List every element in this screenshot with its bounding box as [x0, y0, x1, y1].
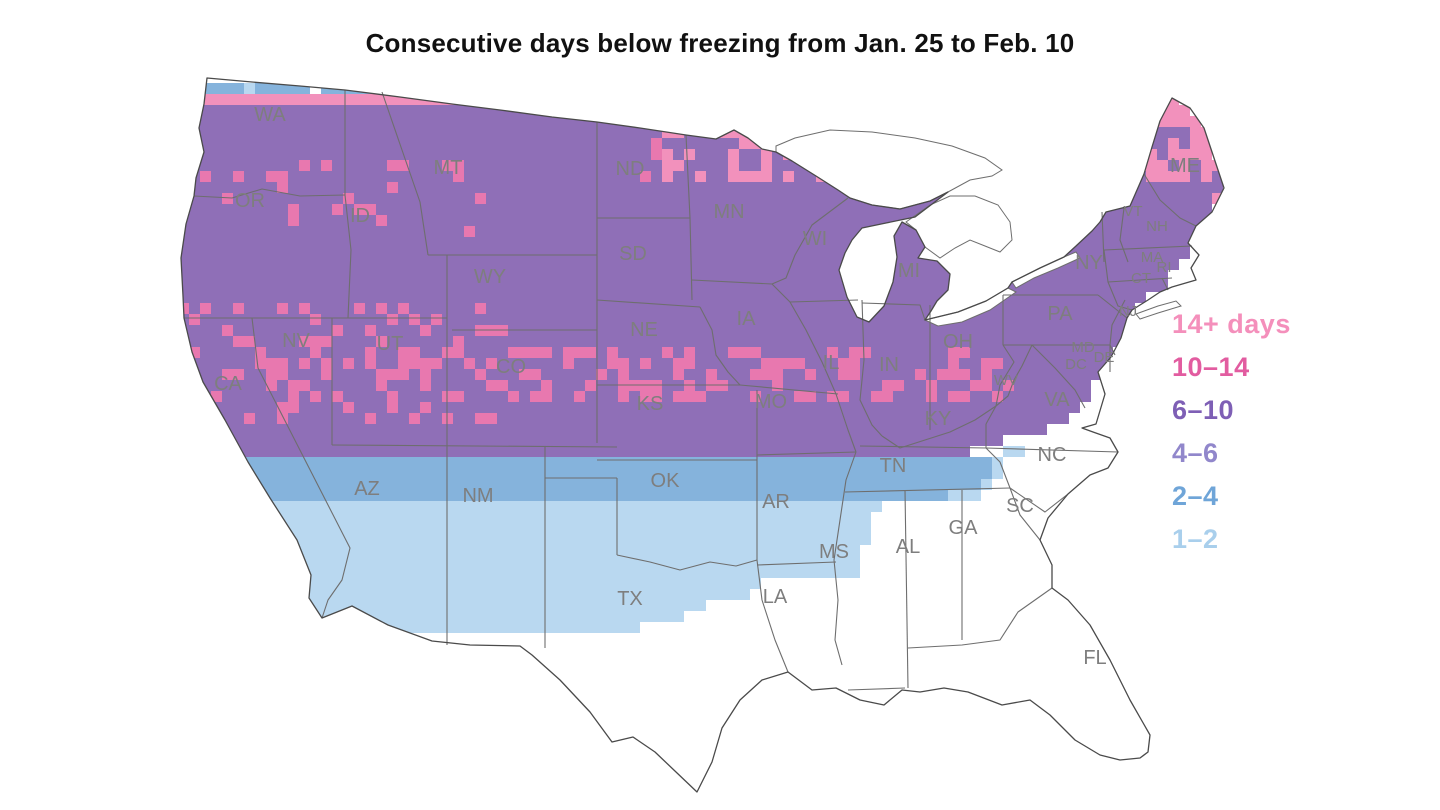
state-label-MT: MT: [434, 157, 463, 179]
state-label-PA: PA: [1047, 303, 1073, 325]
state-label-IA: IA: [737, 308, 757, 330]
state-label-NM: NM: [462, 485, 493, 507]
state-label-CA: CA: [214, 373, 242, 395]
state-label-NC: NC: [1038, 444, 1067, 466]
state-label-MA: MA: [1141, 249, 1164, 266]
state-borders: [184, 90, 1197, 691]
state-label-NY: NY: [1075, 252, 1103, 274]
state-label-KS: KS: [637, 393, 664, 415]
state-label-WA: WA: [254, 104, 286, 126]
state-label-GA: GA: [949, 517, 979, 539]
state-label-DC: DC: [1065, 356, 1087, 373]
state-label-AL: AL: [896, 536, 920, 558]
state-label-FL: FL: [1083, 647, 1106, 669]
us-outline: [180, 77, 1225, 793]
state-label-ID: ID: [350, 205, 370, 227]
legend-item: 14+ days: [1172, 309, 1291, 339]
state-label-OH: OH: [943, 331, 973, 353]
state-label-VA: VA: [1044, 389, 1070, 411]
state-label-OK: OK: [651, 470, 681, 492]
state-label-ME: ME: [1170, 155, 1200, 177]
state-label-AZ: AZ: [354, 478, 380, 500]
state-label-KY: KY: [925, 408, 952, 430]
state-label-NH: NH: [1146, 218, 1168, 235]
state-label-SD: SD: [619, 243, 647, 265]
legend-item: 6–10: [1172, 395, 1235, 425]
legend: 14+ days 10–14 6–10 4–6 2–4 1–2: [1172, 308, 1291, 556]
map-title: Consecutive days below freezing from Jan…: [365, 28, 1075, 58]
legend-item: 2–4: [1172, 481, 1219, 511]
state-label-LA: LA: [763, 586, 788, 608]
state-label-VT: VT: [1123, 203, 1142, 220]
state-label-TN: TN: [880, 455, 907, 477]
state-label-OR: OR: [235, 190, 265, 212]
legend-item: 10–14: [1172, 352, 1250, 382]
state-label-WV: WV: [994, 372, 1018, 389]
state-label-NV: NV: [282, 330, 310, 352]
state-label-MN: MN: [713, 201, 744, 223]
state-label-MD: MD: [1071, 339, 1094, 356]
legend-item: 4–6: [1172, 438, 1219, 468]
state-label-ND: ND: [616, 158, 645, 180]
state-label-RI: RI: [1157, 259, 1172, 276]
state-label-IL: IL: [823, 352, 840, 374]
state-label-SC: SC: [1006, 495, 1034, 517]
state-labels: WA OR CA NV ID MT WY UT AZ NM CO ND SD NE KS OK TX MN IA MO…: [214, 104, 1200, 669]
state-label-CO: CO: [496, 356, 526, 378]
state-label-WY: WY: [474, 266, 506, 288]
legend-item: 1–2: [1172, 524, 1219, 554]
state-label-NJ: NJ: [1119, 303, 1137, 320]
state-label-MO: MO: [755, 391, 787, 413]
state-label-DE: DE: [1094, 349, 1115, 366]
state-label-MS: MS: [819, 541, 849, 563]
great-lakes: [775, 129, 1182, 327]
state-label-WI: WI: [803, 228, 827, 250]
state-label-NE: NE: [630, 319, 658, 341]
state-label-IN: IN: [879, 354, 899, 376]
state-label-TX: TX: [617, 588, 643, 610]
state-label-UT: UT: [377, 333, 404, 355]
state-label-MI: MI: [898, 260, 920, 282]
state-label-AR: AR: [762, 491, 790, 513]
state-label-CT: CT: [1131, 270, 1151, 287]
